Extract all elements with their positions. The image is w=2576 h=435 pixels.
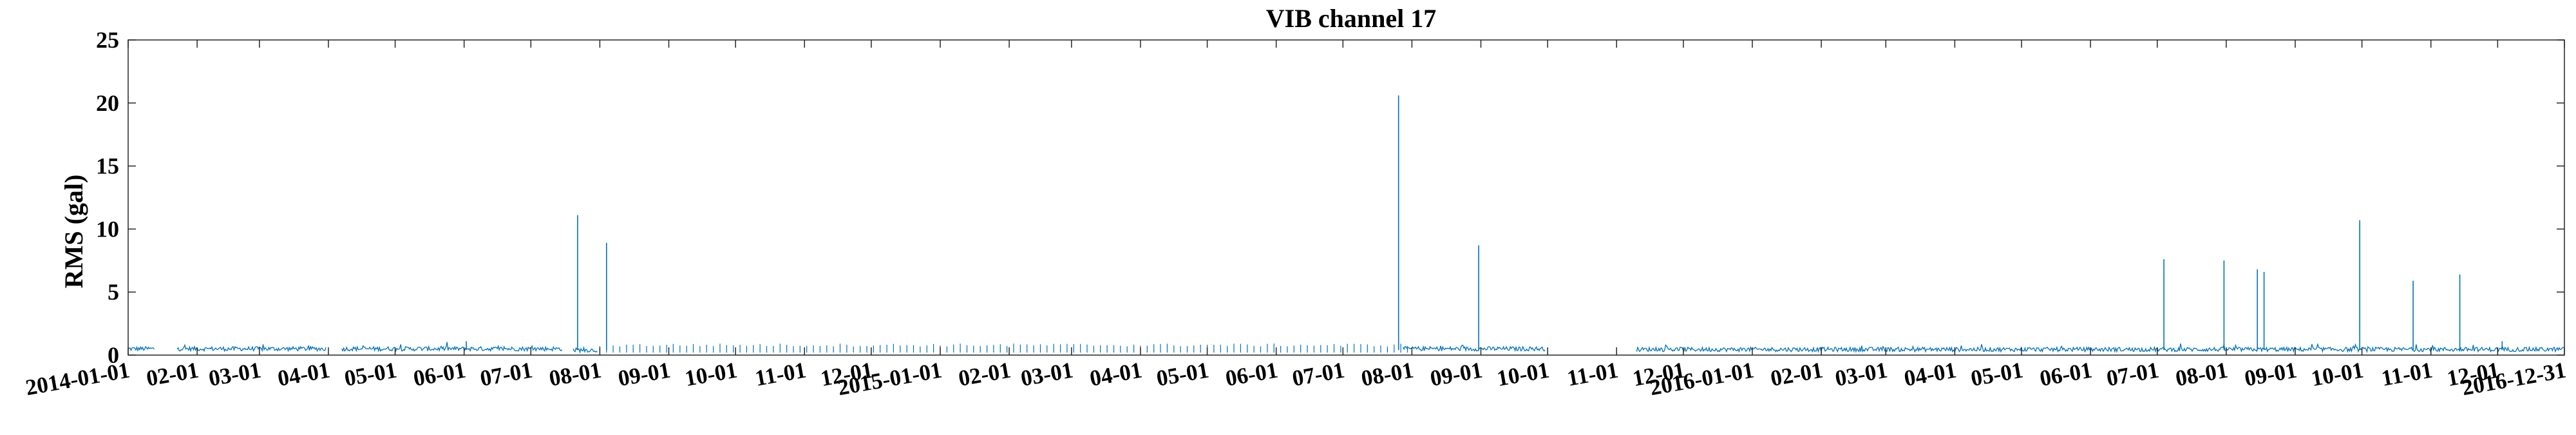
baseline-segment-6 [1636, 343, 2564, 354]
y-tick-label: 20 [96, 90, 119, 116]
y-tick-label: 10 [96, 216, 119, 242]
plot-area [128, 342, 2564, 354]
baseline-segment-5 [1403, 345, 1546, 353]
y-tick-label: 25 [96, 27, 119, 53]
baseline-segment-2 [176, 343, 327, 353]
y-tick-label: 5 [108, 279, 119, 305]
plot-frame [128, 39, 2565, 356]
spike-layer [466, 95, 2503, 351]
y-axis-label: RMS (gal) [59, 175, 88, 289]
y-tick-label: 0 [108, 342, 119, 368]
y-tick-label: 15 [96, 153, 119, 179]
baseline-segment-1 [128, 345, 155, 353]
baseline-segment-3 [341, 342, 563, 353]
chart-title: VIB channel 17 [1266, 4, 1437, 33]
y-axis: 0 5 10 15 20 25 [96, 27, 2564, 368]
